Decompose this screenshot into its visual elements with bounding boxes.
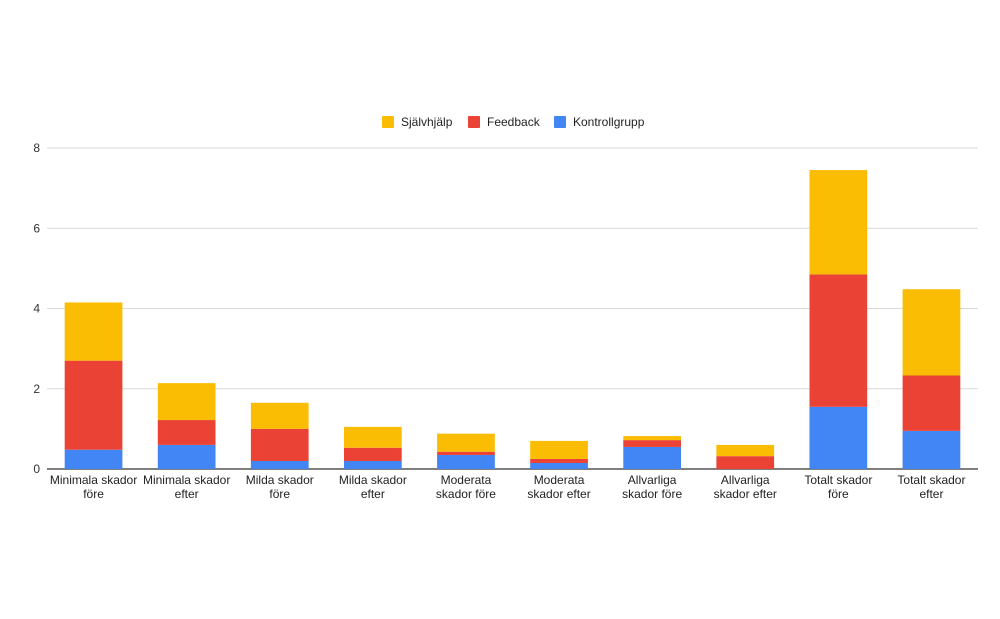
y-tick-label: 0	[33, 462, 40, 476]
bar-segment-kontrollgrupp	[902, 430, 961, 469]
legend-swatch	[554, 116, 566, 128]
x-tick-label: Totalt skador	[897, 473, 965, 487]
bar-segment-feedback	[716, 456, 775, 469]
bar-segment-feedback	[250, 428, 309, 461]
legend-swatch	[468, 116, 480, 128]
legend-label: Självhjälp	[401, 115, 453, 129]
bar-segment-självhjälp	[157, 383, 216, 421]
x-tick-label: Minimala skador	[143, 473, 230, 487]
bar-segment-feedback	[623, 440, 682, 447]
x-tick-label: Milda skador	[339, 473, 407, 487]
legend-item-kontrollgrupp[interactable]: Kontrollgrupp	[554, 115, 645, 129]
bar-segment-kontrollgrupp	[623, 446, 682, 469]
legend-label: Feedback	[487, 115, 541, 129]
bar-segment-kontrollgrupp	[250, 460, 309, 469]
bar-segment-feedback	[809, 274, 868, 407]
bar-segment-kontrollgrupp	[64, 449, 123, 469]
bar-segment-kontrollgrupp	[343, 460, 402, 469]
x-tick-label: före	[83, 487, 104, 501]
x-tick-label: Totalt skador	[804, 473, 872, 487]
bar-segment-självhjälp	[902, 289, 961, 376]
x-tick-label: skador efter	[527, 487, 590, 501]
bar-segment-självhjälp	[530, 440, 588, 459]
x-tick-label: Moderata	[534, 473, 585, 487]
x-tick-label: efter	[175, 487, 199, 501]
x-tick-label: skador före	[436, 487, 496, 501]
bars	[64, 170, 961, 469]
y-tick-label: 4	[33, 302, 40, 316]
bar-segment-kontrollgrupp	[437, 454, 495, 469]
bar-segment-kontrollgrupp	[809, 406, 868, 469]
y-axis-tick-labels: 0 2 4 6 8	[33, 141, 40, 476]
bar-segment-självhjälp	[343, 426, 402, 448]
x-tick-label: efter	[919, 487, 943, 501]
legend-item-självhjälp[interactable]: Självhjälp	[382, 115, 453, 129]
x-tick-label: Moderata	[441, 473, 492, 487]
bar-segment-kontrollgrupp	[157, 444, 216, 469]
x-tick-label: Milda skador	[246, 473, 314, 487]
bar-segment-självhjälp	[437, 433, 495, 452]
bar-segment-självhjälp	[250, 402, 309, 429]
bar-segment-feedback	[157, 420, 216, 445]
legend-swatch	[382, 116, 394, 128]
x-tick-label: skador före	[622, 487, 682, 501]
legend-item-feedback[interactable]: Feedback	[468, 115, 541, 129]
bar-segment-feedback	[437, 451, 495, 455]
y-tick-label: 6	[33, 221, 40, 235]
bar-segment-självhjälp	[623, 436, 682, 441]
y-tick-label: 8	[33, 141, 40, 155]
legend-label: Kontrollgrupp	[573, 115, 645, 129]
bar-segment-feedback	[343, 447, 402, 461]
bar-segment-feedback	[530, 458, 588, 463]
x-tick-label: Allvarliga	[628, 473, 677, 487]
y-tick-label: 2	[33, 382, 40, 396]
bar-segment-feedback	[902, 375, 961, 431]
x-tick-label: Minimala skador	[50, 473, 137, 487]
bar-segment-självhjälp	[809, 170, 868, 275]
x-tick-label: före	[828, 487, 849, 501]
bar-segment-feedback	[64, 360, 123, 450]
x-tick-label: före	[269, 487, 290, 501]
bar-segment-självhjälp	[716, 444, 775, 457]
bar-segment-självhjälp	[64, 302, 123, 361]
x-tick-label: efter	[361, 487, 385, 501]
bar-segment-kontrollgrupp	[530, 462, 588, 469]
x-tick-label: Allvarliga	[721, 473, 770, 487]
legend: Självhjälp Feedback Kontrollgrupp	[382, 115, 645, 129]
x-tick-label: skador efter	[714, 487, 777, 501]
